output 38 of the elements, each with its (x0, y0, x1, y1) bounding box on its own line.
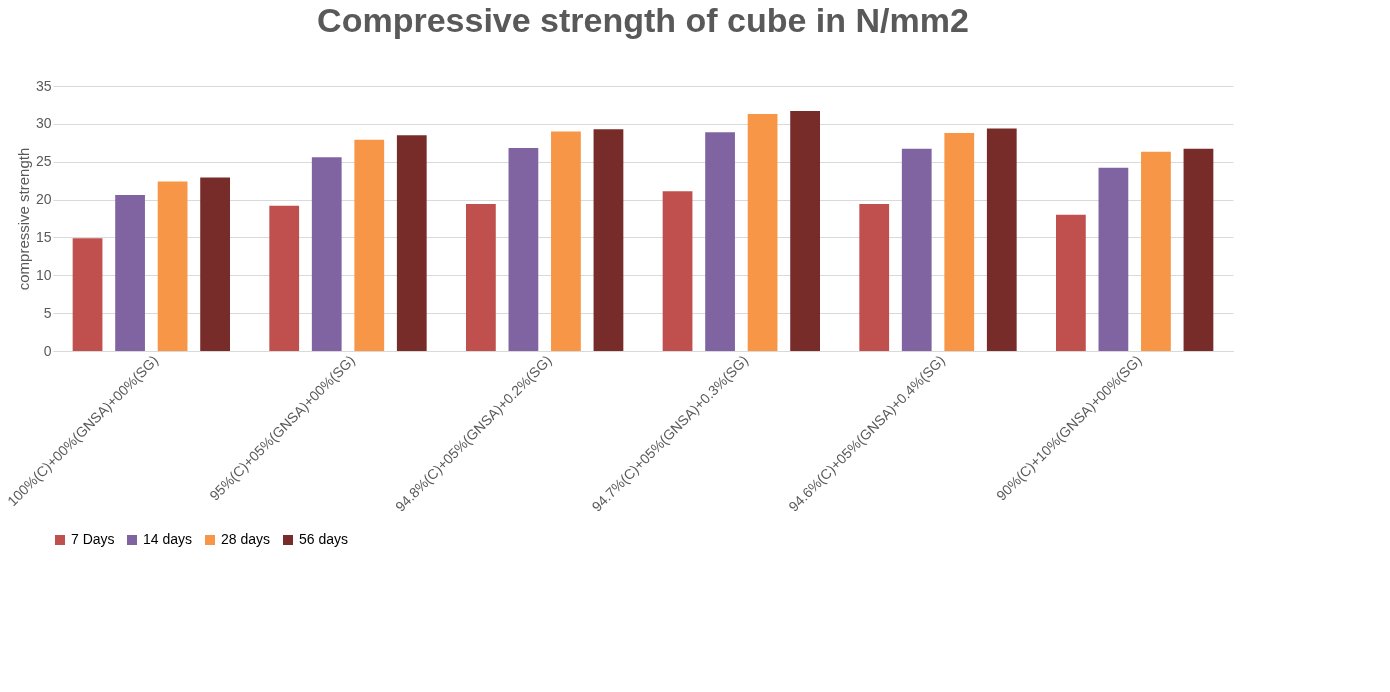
y-tick-label: 10 (35, 266, 52, 283)
bar (115, 195, 145, 351)
bar (396, 135, 427, 351)
y-tick-label: 15 (35, 228, 52, 245)
legend-label: 56 days (299, 531, 349, 547)
y-tick-label: 30 (35, 115, 52, 132)
bar (200, 177, 230, 351)
bar (72, 238, 103, 351)
bar (593, 129, 624, 351)
bar (551, 131, 581, 351)
bar (859, 204, 890, 351)
bar (311, 157, 342, 351)
legend-label: 28 days (221, 531, 271, 547)
bar (705, 132, 735, 351)
bar (1141, 151, 1171, 351)
bar (986, 128, 1017, 351)
y-tick-label: 35 (35, 77, 52, 94)
bar (508, 148, 539, 351)
bar (466, 204, 496, 351)
bar (901, 148, 932, 351)
legend-label: 7 Days (71, 531, 115, 547)
bar (157, 181, 188, 351)
bar (790, 110, 820, 351)
bar (1056, 214, 1086, 351)
y-tick-label: 5 (43, 304, 52, 321)
bar (944, 132, 975, 351)
bar (269, 205, 300, 351)
y-tick-label: 25 (35, 153, 52, 170)
y-tick-label: 20 (35, 191, 52, 208)
legend-label: 14 days (143, 531, 193, 547)
bar (662, 191, 693, 351)
bar (354, 139, 385, 351)
bar (747, 114, 778, 351)
chart-title: Compressive strength of cube in N/mm2 (317, 1, 969, 39)
bar (1183, 148, 1214, 351)
y-tick-label: 0 (43, 342, 52, 359)
y-axis-title: compressive strength (14, 147, 32, 291)
bar (1098, 167, 1129, 351)
